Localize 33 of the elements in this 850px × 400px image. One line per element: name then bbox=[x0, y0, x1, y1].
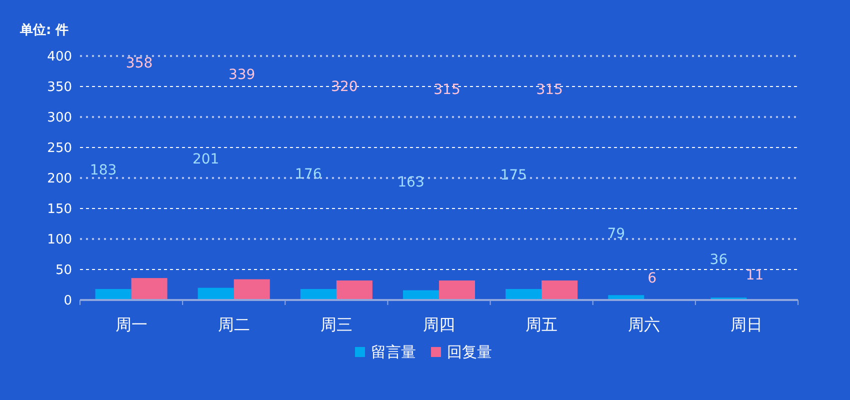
x-tick-label: 周五 bbox=[526, 315, 558, 334]
annotation: 358 bbox=[126, 56, 153, 72]
x-tick-label: 周三 bbox=[320, 315, 352, 334]
y-tick-label: 200 bbox=[47, 172, 72, 186]
x-tick-label: 周六 bbox=[628, 315, 660, 334]
annotation: 176 bbox=[295, 166, 322, 183]
x-tick-label: 周日 bbox=[730, 315, 763, 334]
y-tick-label: 0 bbox=[64, 294, 72, 308]
y-tick-label: 400 bbox=[47, 50, 72, 64]
y-tick-label: 350 bbox=[47, 80, 72, 95]
annotation: 201 bbox=[192, 151, 220, 168]
annotation: 183 bbox=[90, 162, 117, 178]
x-tick-label: 周一 bbox=[115, 315, 148, 334]
annotation: 163 bbox=[398, 174, 424, 191]
legend-label: 回复量 bbox=[447, 343, 492, 361]
x-tick-label: 周二 bbox=[218, 315, 250, 334]
y-tick-label: 150 bbox=[47, 202, 72, 217]
annotation: 320 bbox=[331, 78, 358, 95]
annotation: 79 bbox=[607, 226, 626, 242]
annotation: 175 bbox=[500, 167, 527, 184]
y-tick-label: 100 bbox=[47, 232, 72, 248]
annotation: 11 bbox=[746, 267, 764, 284]
annotation: 315 bbox=[434, 82, 460, 98]
chart-title: 单位: 件 bbox=[19, 22, 69, 38]
y-tick-label: 50 bbox=[55, 263, 72, 278]
y-tick-label: 300 bbox=[47, 110, 72, 126]
legend-label: 留言量 bbox=[371, 343, 416, 361]
annotation: 315 bbox=[536, 82, 563, 98]
x-tick-label: 周四 bbox=[423, 315, 455, 334]
annotation: 339 bbox=[228, 67, 256, 84]
y-tick-label: 250 bbox=[47, 141, 72, 156]
annotation: 36 bbox=[710, 252, 728, 268]
annotation: 6 bbox=[648, 270, 657, 286]
